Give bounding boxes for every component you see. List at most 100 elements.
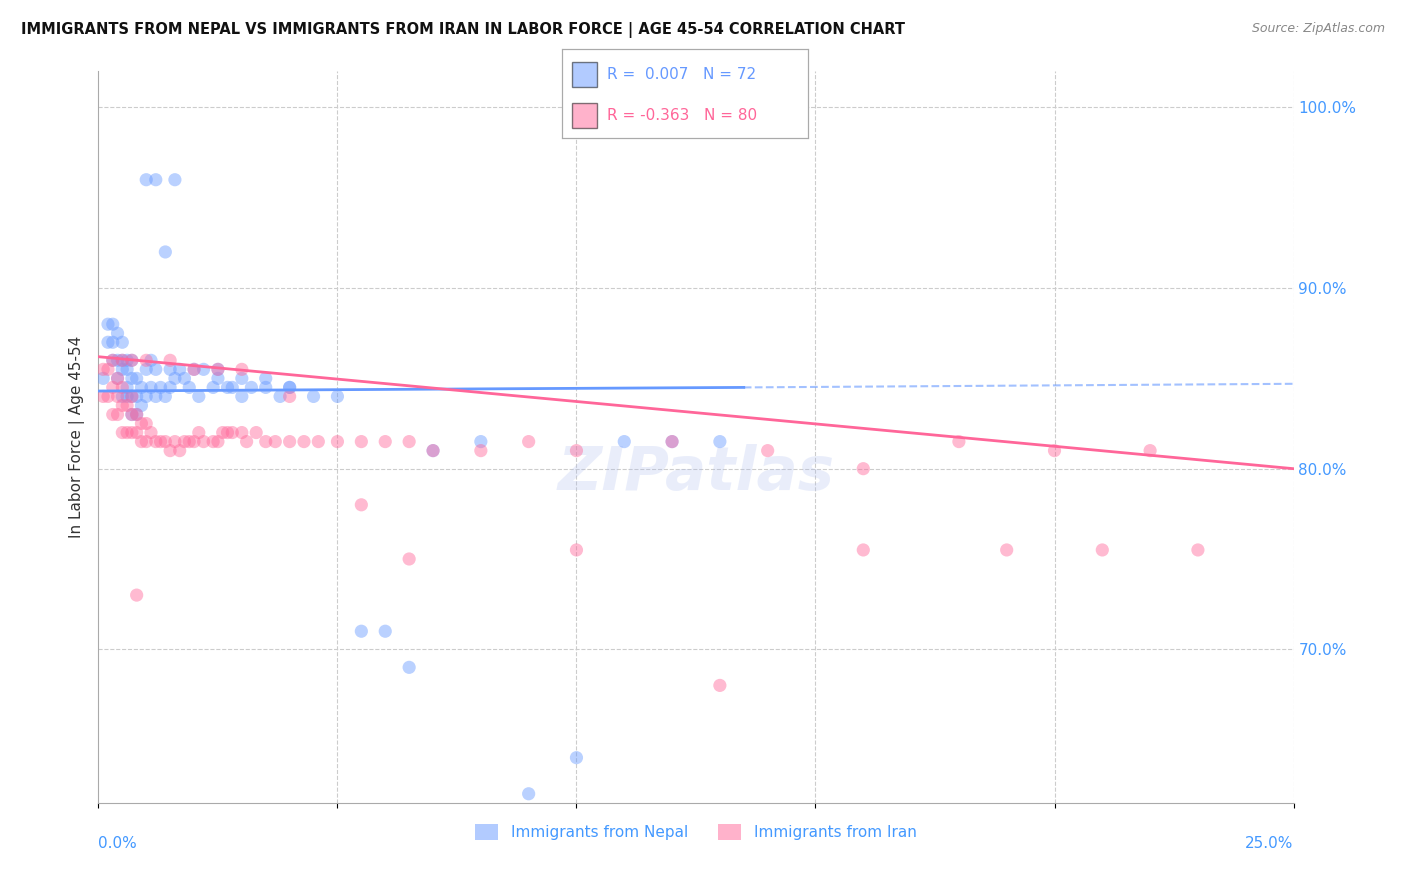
Point: [202, 380, 225, 394]
Point: [91, 362, 114, 376]
Point: [207, 362, 229, 376]
Point: [202, 434, 225, 449]
Point: [278, 434, 301, 449]
Point: [245, 425, 267, 440]
Point: [101, 353, 124, 368]
Point: [159, 353, 181, 368]
Point: [145, 434, 167, 449]
Point: [159, 380, 181, 394]
Point: [470, 443, 492, 458]
Point: [254, 380, 277, 394]
Point: [221, 425, 243, 440]
Point: [613, 434, 636, 449]
Text: IMMIGRANTS FROM NEPAL VS IMMIGRANTS FROM IRAN IN LABOR FORCE | AGE 45-54 CORRELA: IMMIGRANTS FROM NEPAL VS IMMIGRANTS FROM…: [21, 22, 905, 38]
Point: [159, 443, 181, 458]
Point: [235, 434, 257, 449]
Point: [111, 353, 134, 368]
Point: [111, 353, 134, 368]
Point: [91, 389, 114, 403]
Point: [121, 408, 143, 422]
Point: [193, 434, 215, 449]
Point: [517, 787, 540, 801]
Point: [135, 417, 157, 431]
Point: [221, 380, 243, 394]
Point: [107, 371, 129, 385]
Point: [565, 750, 588, 764]
Point: [107, 408, 129, 422]
Point: [121, 389, 143, 403]
Point: [121, 353, 143, 368]
Point: [139, 380, 162, 394]
Point: [1043, 443, 1066, 458]
Point: [125, 389, 148, 403]
Point: [111, 389, 134, 403]
Point: [149, 434, 172, 449]
Point: [131, 380, 153, 394]
Point: [131, 399, 153, 413]
Point: [115, 362, 138, 376]
Point: [187, 389, 209, 403]
Point: [115, 399, 138, 413]
Point: [125, 408, 148, 422]
Point: [135, 362, 157, 376]
Point: [125, 371, 148, 385]
FancyBboxPatch shape: [572, 62, 596, 87]
FancyBboxPatch shape: [572, 103, 596, 128]
Point: [111, 380, 134, 394]
Point: [145, 362, 167, 376]
Point: [173, 371, 195, 385]
Point: [125, 408, 148, 422]
Text: R =  0.007   N = 72: R = 0.007 N = 72: [607, 67, 756, 81]
Point: [139, 353, 162, 368]
Point: [565, 543, 588, 558]
Point: [163, 434, 186, 449]
Point: [709, 434, 731, 449]
Point: [398, 434, 420, 449]
Point: [107, 371, 129, 385]
Point: [995, 543, 1018, 558]
Point: [231, 371, 253, 385]
Point: [422, 443, 444, 458]
Point: [709, 678, 731, 692]
Text: 25.0%: 25.0%: [1246, 836, 1294, 851]
Point: [307, 434, 329, 449]
Text: 0.0%: 0.0%: [98, 836, 138, 851]
Point: [107, 326, 129, 341]
Point: [139, 425, 162, 440]
Point: [155, 434, 177, 449]
Text: R = -0.363   N = 80: R = -0.363 N = 80: [607, 108, 756, 122]
Point: [240, 380, 263, 394]
Point: [155, 389, 177, 403]
Point: [231, 362, 253, 376]
Point: [207, 371, 229, 385]
Point: [398, 660, 420, 674]
Point: [145, 389, 167, 403]
Point: [159, 362, 181, 376]
Point: [661, 434, 683, 449]
Point: [121, 408, 143, 422]
Point: [278, 380, 301, 394]
Point: [121, 353, 143, 368]
Point: [350, 498, 373, 512]
Point: [217, 425, 239, 440]
Point: [97, 335, 120, 350]
Legend: Immigrants from Nepal, Immigrants from Iran: Immigrants from Nepal, Immigrants from I…: [470, 818, 922, 847]
Point: [131, 434, 153, 449]
Point: [173, 434, 195, 449]
Point: [852, 461, 875, 475]
Point: [517, 434, 540, 449]
Point: [169, 362, 191, 376]
Point: [131, 417, 153, 431]
Point: [135, 434, 157, 449]
Point: [292, 434, 315, 449]
Point: [135, 172, 157, 186]
Point: [269, 389, 291, 403]
Point: [115, 389, 138, 403]
Point: [149, 380, 172, 394]
Point: [350, 624, 373, 639]
Point: [217, 380, 239, 394]
Point: [326, 434, 349, 449]
Point: [231, 425, 253, 440]
Point: [145, 172, 167, 186]
Point: [121, 389, 143, 403]
